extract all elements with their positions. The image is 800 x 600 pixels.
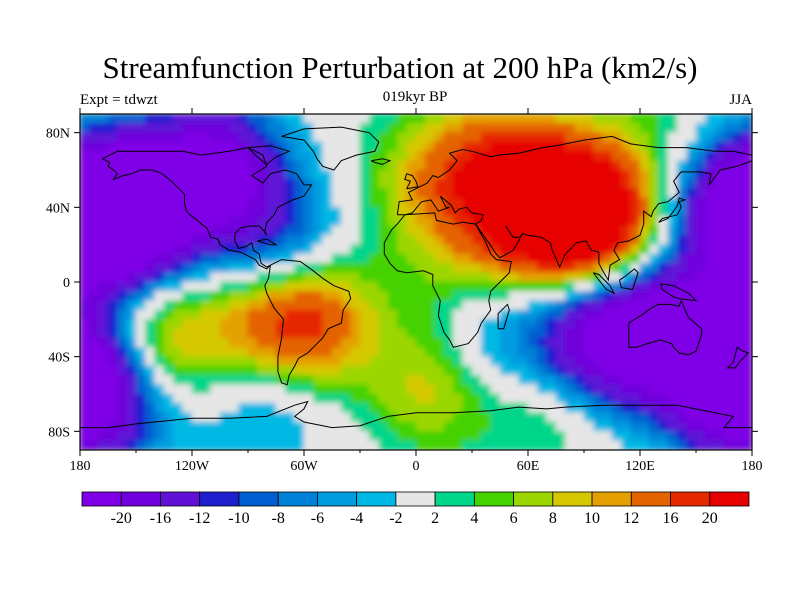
coast-new-guinea bbox=[660, 283, 698, 302]
colorbar-label: 16 bbox=[663, 510, 679, 527]
lat-tick-label: 0 bbox=[63, 276, 70, 291]
colorbar-label: 4 bbox=[470, 510, 478, 527]
colorbar-swatch bbox=[120, 491, 161, 507]
colorbar-swatch bbox=[356, 491, 397, 507]
colorbar-swatch bbox=[160, 491, 201, 507]
coast-arabia-gulf bbox=[505, 225, 523, 238]
colorbar-swatch bbox=[473, 491, 514, 507]
experiment-label: Expt = tdwzt bbox=[80, 92, 158, 108]
colorbar-label: 20 bbox=[702, 510, 718, 527]
colorbar-label: 8 bbox=[549, 510, 557, 527]
coast-antarctica bbox=[80, 400, 752, 429]
lat-tick-label: 80S bbox=[48, 425, 70, 440]
contour-field bbox=[80, 114, 752, 450]
lon-tick-label: 120W bbox=[175, 459, 210, 474]
axis-ticks: 180 120W 60W 0 60E 120E 180 80N 40N 0 40S 80S bbox=[46, 108, 763, 474]
coast-australia bbox=[628, 299, 703, 356]
colorbar-swatch bbox=[513, 491, 554, 507]
coast-greenland bbox=[281, 126, 380, 171]
lon-tick-label: 0 bbox=[413, 459, 420, 474]
coastlines bbox=[80, 126, 752, 429]
coast-africa bbox=[383, 212, 512, 348]
colorbar-swatch bbox=[81, 491, 122, 507]
colorbar-swatch bbox=[199, 491, 240, 507]
colorbar-label: 2 bbox=[431, 510, 439, 527]
coast-iceland bbox=[370, 158, 392, 165]
colorbar-label: 10 bbox=[584, 510, 600, 527]
colorbar-label: -20 bbox=[111, 510, 132, 527]
coast-japan bbox=[658, 197, 687, 223]
coast-cuba bbox=[257, 238, 278, 246]
season-label: JJA bbox=[729, 92, 752, 108]
coast-eurasia bbox=[396, 135, 752, 282]
colorbar-label: 6 bbox=[510, 510, 518, 527]
lon-tick-label: 180 bbox=[70, 459, 91, 474]
coast-baffin bbox=[246, 145, 291, 165]
colorbar-label: -8 bbox=[272, 510, 285, 527]
lat-tick-label: 40S bbox=[48, 351, 70, 366]
lat-tick-label: 80N bbox=[46, 127, 70, 142]
chart-title: Streamfunction Perturbation at 200 hPa (… bbox=[102, 50, 698, 85]
colorbar-swatch bbox=[670, 491, 711, 507]
colorbar-swatch bbox=[434, 491, 475, 507]
coast-uk bbox=[404, 173, 419, 190]
colorbar-swatch bbox=[277, 491, 318, 507]
coast-sumatra bbox=[592, 272, 616, 295]
colorbar-label: -16 bbox=[150, 510, 171, 527]
colorbar-label: -4 bbox=[350, 510, 363, 527]
lon-tick-label: 60E bbox=[517, 459, 540, 474]
coast-madagascar bbox=[497, 303, 510, 330]
colorbar-label: -6 bbox=[311, 510, 324, 527]
colorbar-label: -10 bbox=[228, 510, 249, 527]
coast-new-zealand bbox=[726, 346, 750, 369]
coast-south-america bbox=[264, 259, 352, 386]
colorbar-swatch bbox=[317, 491, 358, 507]
colorbar-label: -2 bbox=[389, 510, 402, 527]
colorbar-swatch bbox=[709, 491, 750, 507]
period-label: 019kyr BP bbox=[382, 89, 448, 105]
colorbar-label: -12 bbox=[189, 510, 210, 527]
lat-tick-label: 40N bbox=[46, 201, 70, 216]
coast-borneo bbox=[619, 268, 639, 291]
lon-tick-label: 180 bbox=[742, 459, 763, 474]
coast-north-america bbox=[102, 147, 313, 270]
colorbar-swatch bbox=[552, 491, 593, 507]
lon-tick-label: 120E bbox=[625, 459, 655, 474]
colorbar-label: 12 bbox=[623, 510, 639, 527]
colorbar-swatch bbox=[630, 491, 671, 507]
colorbar-swatch bbox=[591, 491, 632, 507]
colorbar-swatch bbox=[395, 491, 436, 507]
colorbar-swatch bbox=[238, 491, 279, 507]
colorbar: -20 -16 -12 -10 -8 -6 -4 -2 2 4 6 8 10 12 16 20 bbox=[81, 491, 750, 527]
lon-tick-label: 60W bbox=[290, 459, 318, 474]
